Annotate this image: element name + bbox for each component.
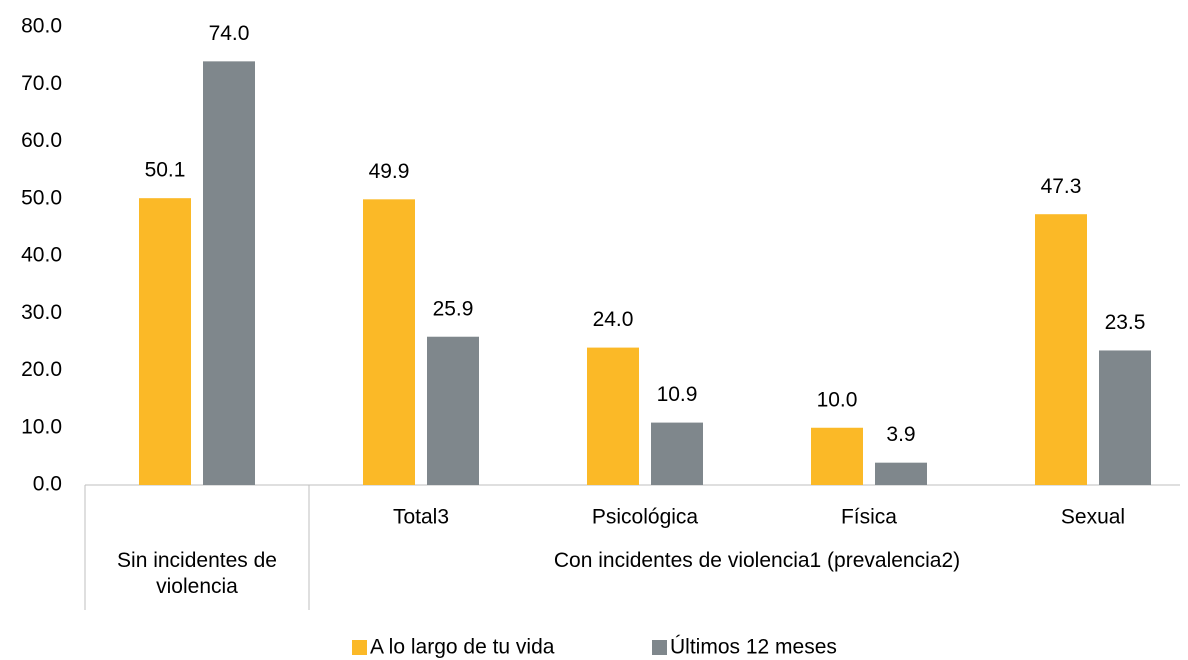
x-tick-label: Psicológica — [592, 506, 699, 529]
group-label-box: Sin incidentes de violencia — [117, 549, 277, 598]
value-label: 10.9 — [657, 383, 698, 406]
y-tick-label: 70.0 — [21, 72, 62, 95]
bar — [811, 427, 863, 485]
y-tick-label: 30.0 — [21, 301, 62, 324]
bar — [651, 422, 703, 485]
value-label: 10.0 — [817, 388, 858, 411]
y-tick-label: 40.0 — [21, 244, 62, 267]
bar — [363, 199, 415, 485]
value-label: 25.9 — [433, 297, 474, 320]
bar — [427, 336, 479, 485]
value-label: 3.9 — [886, 423, 915, 446]
bar — [1035, 214, 1087, 485]
group-label: Con incidentes de violencia1 (prevalenci… — [553, 549, 961, 572]
bar — [1099, 350, 1151, 485]
x-tick-label: Física — [841, 506, 897, 529]
legend-swatch — [652, 640, 667, 655]
y-tick-label: 50.0 — [21, 186, 62, 209]
y-tick-label: 20.0 — [21, 358, 62, 381]
legend-label: A lo largo de tu vida — [370, 636, 555, 659]
bar — [587, 347, 639, 485]
group-label-box: Con incidentes de violencia1 (prevalenci… — [553, 549, 961, 572]
bar — [139, 198, 191, 486]
bar — [875, 462, 927, 485]
value-label: 24.0 — [593, 308, 634, 331]
value-label: 47.3 — [1041, 175, 1082, 198]
x-tick-label: Total3 — [393, 506, 449, 529]
group-label: Sin incidentes de violencia — [117, 549, 277, 598]
bar — [203, 61, 255, 485]
value-label: 23.5 — [1105, 311, 1146, 334]
legend-swatch — [352, 640, 367, 655]
x-tick-label: Sexual — [1061, 506, 1125, 529]
value-label: 74.0 — [209, 22, 250, 45]
y-tick-label: 80.0 — [21, 15, 62, 38]
y-tick-label: 10.0 — [21, 415, 62, 438]
value-label: 49.9 — [369, 160, 410, 183]
value-label: 50.1 — [145, 159, 186, 182]
y-tick-label: 60.0 — [21, 129, 62, 152]
legend-label: Últimos 12 meses — [670, 636, 837, 659]
y-tick-label: 0.0 — [33, 473, 62, 496]
